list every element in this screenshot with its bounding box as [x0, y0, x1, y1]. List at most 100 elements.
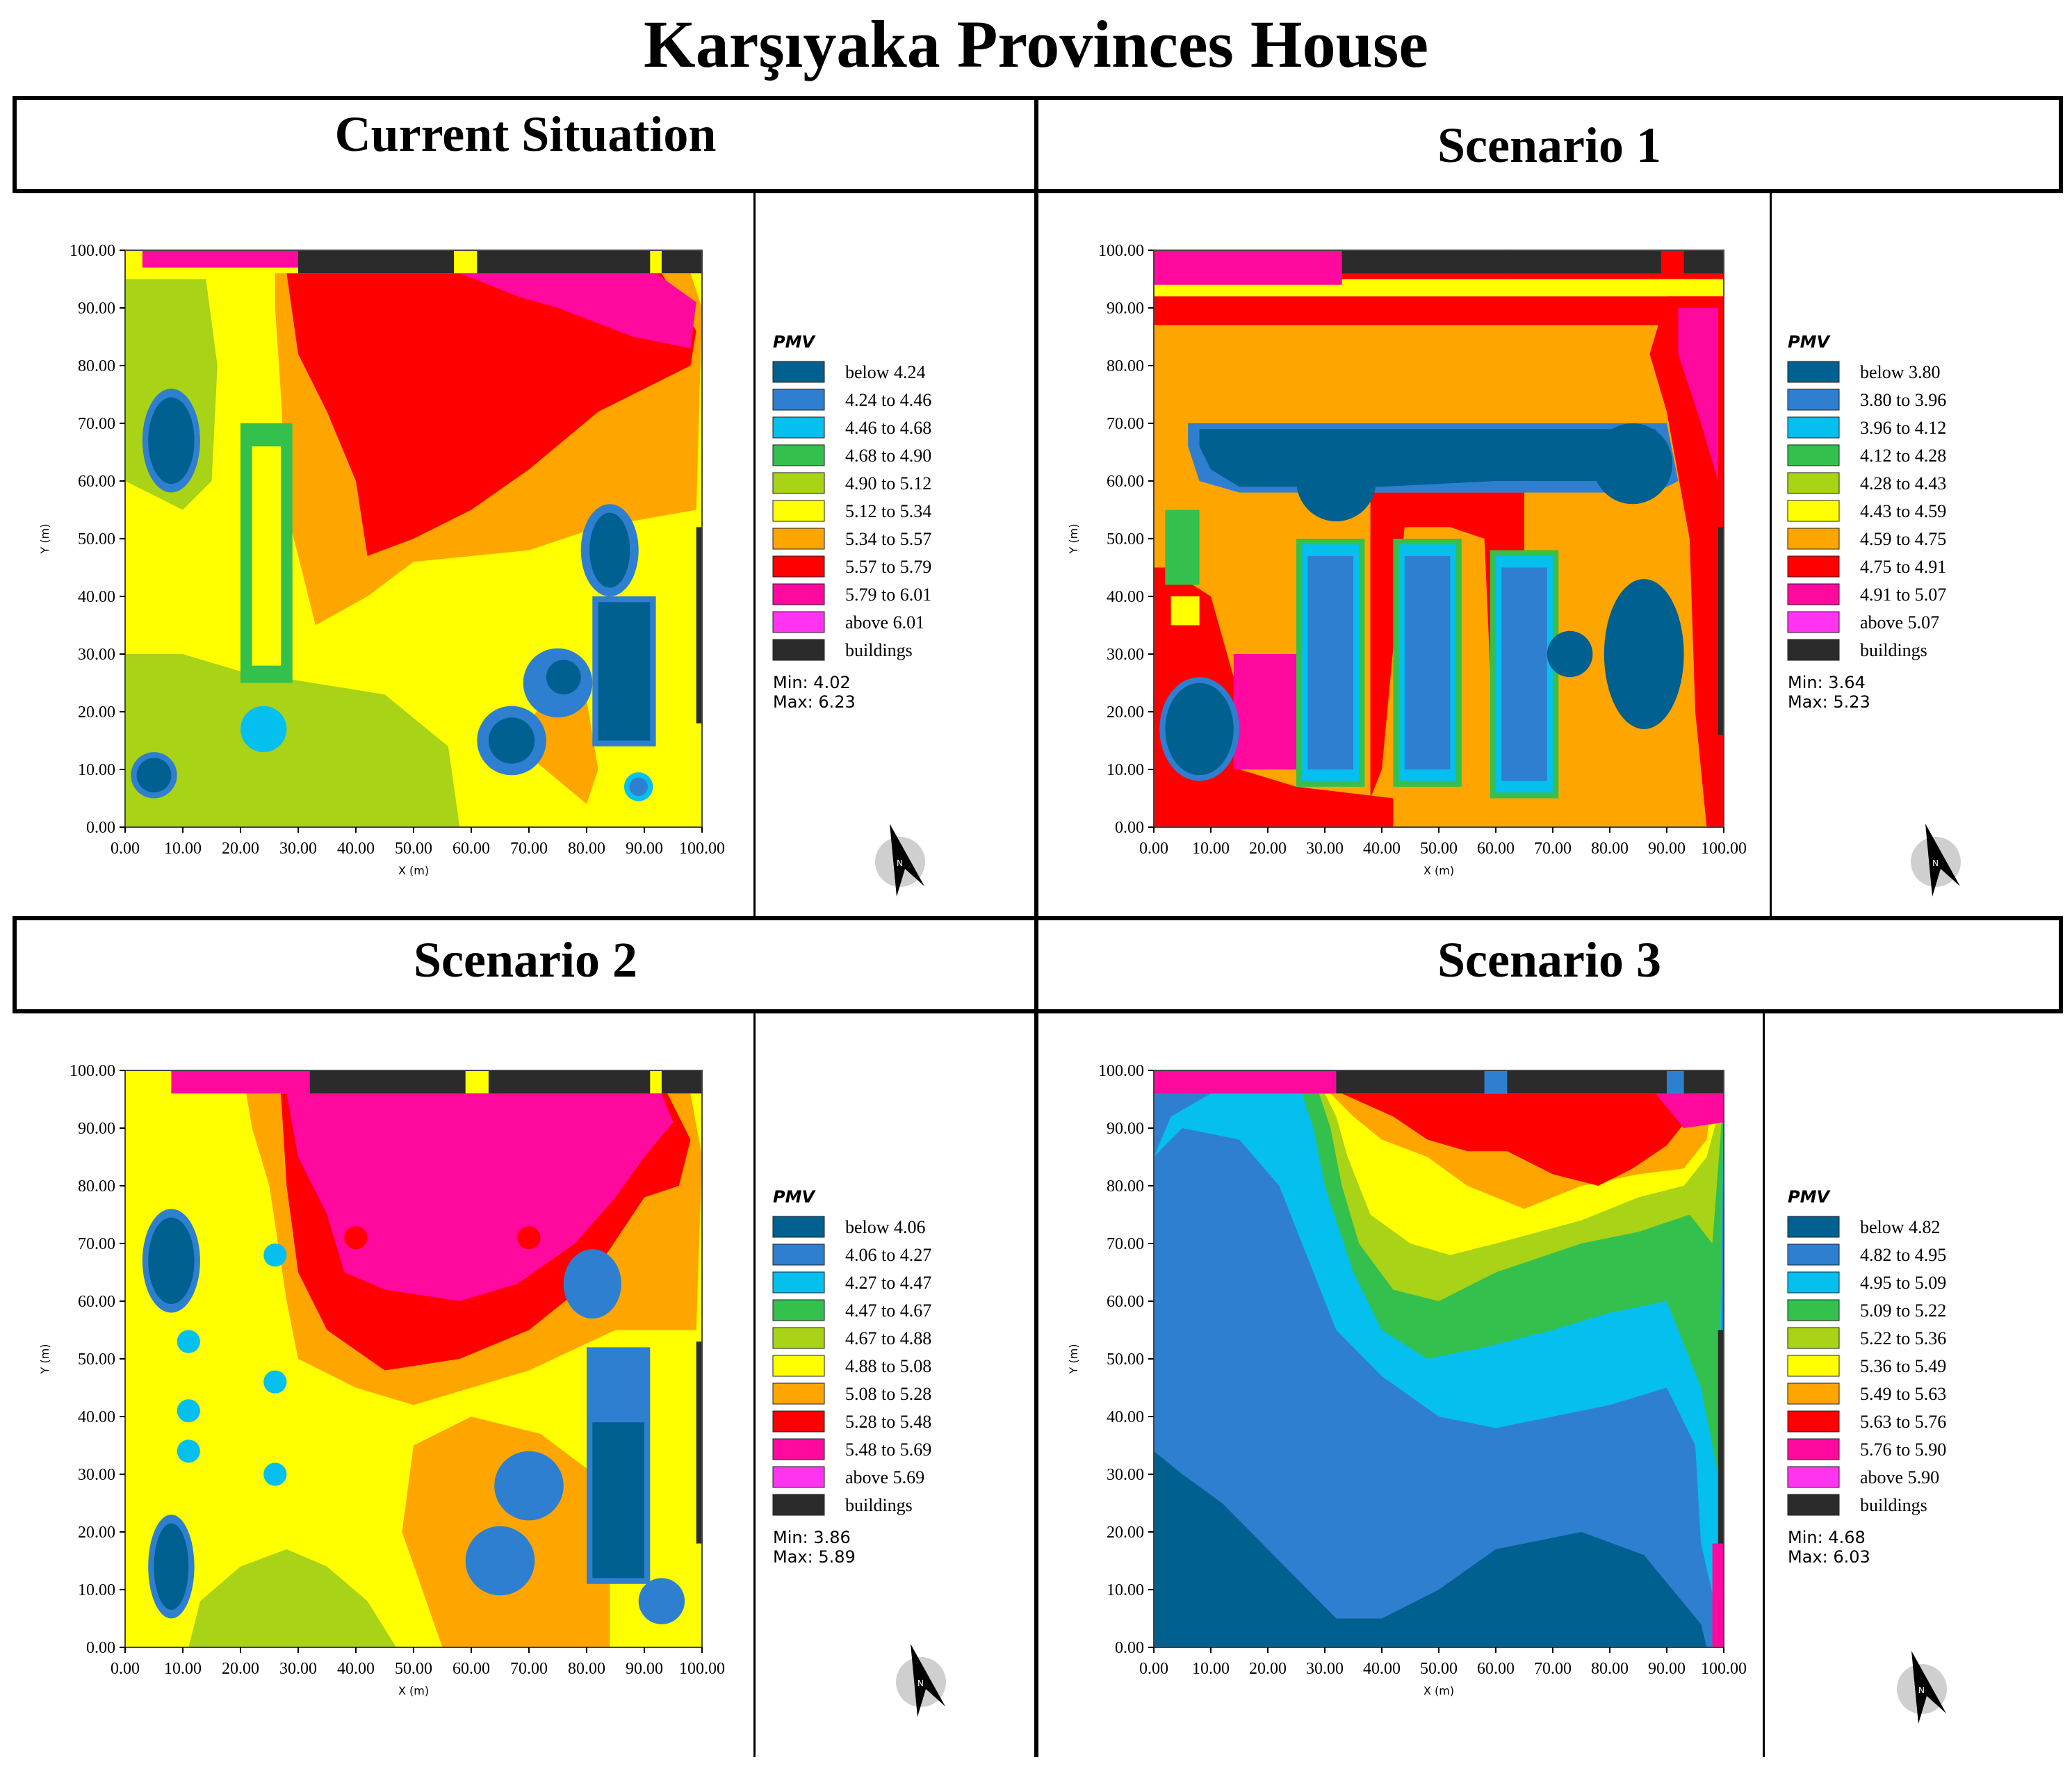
x-tick-label: 90.00	[1648, 840, 1686, 858]
x-tick-label: 100.00	[1701, 840, 1747, 858]
pmv-region	[517, 683, 598, 804]
legend-label: 5.34 to 5.57	[845, 529, 931, 549]
x-tick-label: 60.00	[1477, 840, 1515, 858]
legend-label: 5.48 to 5.69	[845, 1439, 931, 1460]
pmv-region	[1712, 1543, 1724, 1647]
legend-label: 4.67 to 4.88	[845, 1328, 931, 1348]
legend-swatch	[772, 1271, 825, 1294]
legend-label: 5.08 to 5.28	[845, 1384, 931, 1404]
building	[1341, 250, 1508, 274]
building	[1718, 527, 1724, 735]
legend-swatch	[1787, 528, 1840, 550]
y-tick-label: 90.00	[1107, 1120, 1144, 1138]
pmv-region	[252, 446, 282, 666]
y-tick-label: 60.00	[78, 1293, 115, 1311]
y-tick-label: 100.00	[70, 1062, 115, 1080]
legend-label: 5.22 to 5.36	[1860, 1328, 1946, 1348]
max-value: Max: 6.23	[773, 692, 856, 712]
legend-swatch	[772, 1438, 825, 1460]
pmv-field	[1154, 250, 1724, 827]
x-tick-label: 40.00	[1363, 840, 1401, 858]
y-tick-label: 10.00	[78, 761, 115, 779]
legend-label: 5.79 to 6.01	[845, 585, 931, 605]
legend-swatch	[1787, 1355, 1840, 1377]
legend-swatch	[772, 1243, 825, 1266]
legend-label: 5.36 to 5.49	[1860, 1356, 1946, 1376]
pmv-region	[177, 1439, 200, 1463]
pmv-region	[494, 1451, 564, 1521]
pmv-region	[142, 250, 298, 268]
separator-scenario-1	[1770, 193, 1772, 916]
panel-title-scenario-1: Scenario 1	[1437, 117, 1661, 173]
pmv-region	[1341, 1093, 1695, 1186]
x-tick-label: 80.00	[568, 840, 605, 858]
legend-swatch	[772, 444, 825, 466]
min-value: Min: 4.68	[1788, 1528, 1866, 1547]
x-tick-label: 30.00	[279, 1660, 317, 1678]
y-tick-label: 40.00	[78, 1408, 115, 1426]
legend-swatch	[772, 1494, 825, 1516]
y-tick-label: 20.00	[1107, 1524, 1144, 1542]
building	[1718, 1330, 1724, 1544]
y-tick-label: 100.00	[1098, 1062, 1144, 1080]
pmv-field	[1154, 1070, 1724, 1647]
north-arrow-pointer	[1925, 824, 1960, 897]
north-arrow-icon: N	[896, 1644, 946, 1717]
legend-current: PMV below 4.24 4.24 to 4.46 4.46 to 4.68 4.6…	[772, 332, 931, 712]
y-tick-label: 10.00	[78, 1581, 115, 1599]
building	[1683, 1070, 1724, 1094]
x-tick-label: 70.00	[1534, 1660, 1572, 1678]
y-tick-label: 40.00	[1107, 1408, 1144, 1426]
pmv-region	[1501, 567, 1547, 781]
legend-label: 4.75 to 4.91	[1860, 557, 1946, 577]
min-value: Min: 3.64	[1788, 673, 1866, 692]
legend-swatch	[1787, 1216, 1840, 1238]
pmv-region	[488, 717, 535, 764]
legend-label: 5.76 to 5.90	[1860, 1439, 1946, 1460]
max-value: Max: 5.23	[1788, 692, 1870, 712]
panel-title-current: Current Situation	[334, 106, 717, 162]
north-arrow-pointer	[911, 1644, 945, 1717]
legend-swatch	[772, 1299, 825, 1321]
x-tick-label: 30.00	[1306, 1660, 1344, 1678]
building	[1336, 1070, 1485, 1094]
pmv-region	[1154, 1070, 1337, 1094]
legend-swatch	[772, 472, 825, 494]
y-tick-label: 90.00	[78, 1120, 115, 1138]
pmv-region	[177, 1330, 200, 1353]
x-axis-label: X (m)	[1424, 1684, 1454, 1697]
legend-swatch	[772, 389, 825, 411]
legend-label: above 5.90	[1860, 1467, 1939, 1487]
separator-scenario-2	[753, 1013, 756, 1757]
building	[1507, 1070, 1667, 1094]
pmv-region	[480, 1540, 521, 1581]
legend-swatch	[772, 1216, 825, 1238]
y-tick-label: 0.00	[1115, 819, 1144, 837]
x-tick-label: 10.00	[164, 1660, 202, 1678]
legend-swatch	[1787, 389, 1840, 411]
y-tick-label: 50.00	[78, 1351, 115, 1369]
north-arrow-letter: N	[1918, 1686, 1925, 1695]
pmv-region	[459, 273, 696, 349]
x-tick-label: 80.00	[1591, 1660, 1629, 1678]
y-tick-label: 90.00	[78, 300, 115, 318]
building	[298, 250, 455, 274]
y-tick-label: 60.00	[78, 473, 115, 491]
pmv-region	[1296, 440, 1376, 522]
x-tick-label: 0.00	[111, 1660, 140, 1678]
building	[488, 1070, 651, 1094]
legend-label: 4.91 to 5.07	[1860, 585, 1946, 605]
max-value: Max: 6.03	[1788, 1547, 1870, 1567]
legend-label: 4.27 to 4.47	[845, 1273, 931, 1293]
legend-label: 5.12 to 5.34	[845, 501, 931, 521]
separator-current	[753, 193, 756, 916]
x-tick-label: 0.00	[1139, 1660, 1168, 1678]
min-value: Min: 4.02	[773, 673, 851, 692]
pmv-region	[1604, 579, 1684, 729]
y-tick-label: 100.00	[1098, 242, 1144, 260]
legend-swatch	[1787, 416, 1840, 439]
pmv-region	[629, 777, 648, 797]
legend-swatch	[772, 1410, 825, 1433]
pmv-region	[1165, 683, 1234, 776]
pmv-region	[125, 654, 460, 827]
